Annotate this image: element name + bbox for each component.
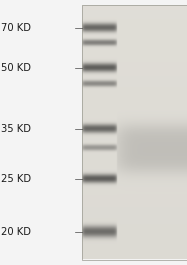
Text: 70 KD: 70 KD <box>1 23 31 33</box>
Text: 50 KD: 50 KD <box>1 63 31 73</box>
Bar <box>82 5 187 260</box>
Text: 35 KD: 35 KD <box>1 123 31 134</box>
Text: 20 KD: 20 KD <box>1 227 31 237</box>
Text: 25 KD: 25 KD <box>1 174 31 184</box>
